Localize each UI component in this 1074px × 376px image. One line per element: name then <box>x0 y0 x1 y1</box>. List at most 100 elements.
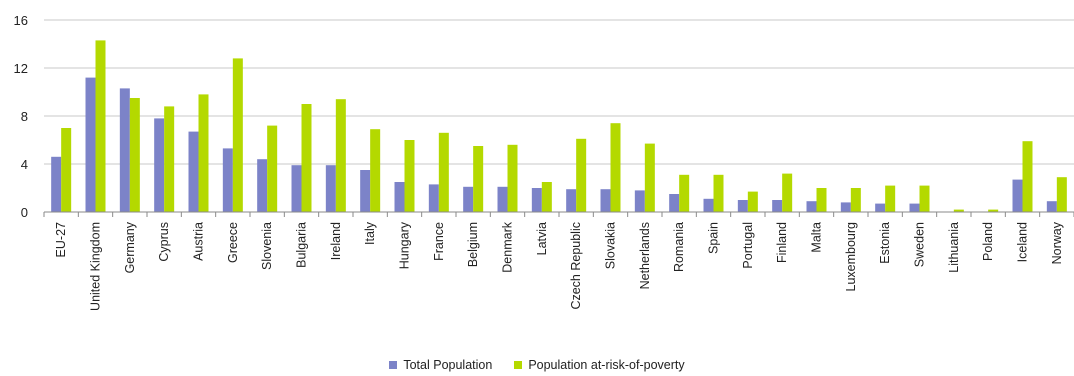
bar-total-population <box>634 190 645 212</box>
x-category-label: Belgium <box>466 222 480 267</box>
bar-at-risk-of-poverty <box>507 144 518 212</box>
x-category-label: Norway <box>1050 221 1064 264</box>
bar-total-population <box>1046 201 1057 212</box>
bar-total-population <box>257 159 268 212</box>
x-category-label: Finland <box>775 222 789 263</box>
bar-at-risk-of-poverty <box>404 140 415 212</box>
bar-at-risk-of-poverty <box>473 146 484 212</box>
x-category-label: Poland <box>981 222 995 261</box>
x-category-label: Italy <box>363 221 377 245</box>
bar-total-population <box>188 131 199 212</box>
bar-total-population <box>360 170 371 212</box>
bar-total-population <box>600 189 611 212</box>
bar-at-risk-of-poverty <box>782 173 793 212</box>
bar-at-risk-of-poverty <box>1056 177 1067 212</box>
x-category-label: Hungary <box>398 221 412 269</box>
legend-item-at-risk-of-poverty: Population at-risk-of-poverty <box>514 358 685 372</box>
legend-swatch-at-risk-of-poverty <box>514 361 523 369</box>
bar-total-population <box>463 186 474 212</box>
legend-swatch-total-population <box>389 361 398 369</box>
bar-total-population <box>154 118 165 212</box>
y-tick-label: 4 <box>21 157 28 172</box>
bar-total-population <box>806 201 817 212</box>
gridlines <box>44 19 1074 165</box>
x-category-label: Denmark <box>501 221 515 272</box>
bar-total-population <box>737 200 748 212</box>
x-category-label: Netherlands <box>638 222 652 289</box>
bar-at-risk-of-poverty <box>816 188 827 212</box>
bar-at-risk-of-poverty <box>644 143 655 212</box>
x-category-label: Latvia <box>535 222 549 255</box>
y-tick-label: 8 <box>21 109 28 124</box>
bar-total-population <box>325 165 336 212</box>
x-category-label: Germany <box>123 221 137 273</box>
bar-at-risk-of-poverty <box>953 209 964 212</box>
y-axis-ticks: 0 4 8 12 16 <box>14 13 28 220</box>
bar-total-population <box>119 88 130 212</box>
legend-label-at-risk-of-poverty: Population at-risk-of-poverty <box>528 358 685 372</box>
x-category-label: France <box>432 222 446 261</box>
bar-at-risk-of-poverty <box>232 58 243 213</box>
bar-at-risk-of-poverty <box>1022 141 1033 212</box>
bar-total-population <box>85 77 96 212</box>
bar-at-risk-of-poverty <box>164 106 175 212</box>
x-category-label: Romania <box>672 222 686 272</box>
bar-at-risk-of-poverty <box>95 40 106 213</box>
bar-total-population <box>531 188 542 212</box>
bar-total-population <box>669 194 680 212</box>
x-category-label: Spain <box>707 222 721 254</box>
x-category-label: Slovakia <box>604 222 618 269</box>
bar-at-risk-of-poverty <box>267 125 278 212</box>
bar-total-population <box>566 189 577 212</box>
x-category-label: Sweden <box>913 222 927 267</box>
bar-total-population <box>222 148 233 212</box>
bar-at-risk-of-poverty <box>576 138 587 212</box>
x-category-label: Estonia <box>878 222 892 264</box>
bars <box>51 40 1067 213</box>
bar-at-risk-of-poverty <box>335 99 346 212</box>
bar-at-risk-of-poverty <box>679 174 690 212</box>
bar-at-risk-of-poverty <box>988 209 999 212</box>
x-category-label: Ireland <box>329 222 343 260</box>
y-tick-label: 0 <box>21 205 28 220</box>
bar-at-risk-of-poverty <box>61 128 72 212</box>
bar-total-population <box>428 184 439 212</box>
x-category-label: Malta <box>810 222 824 253</box>
bar-at-risk-of-poverty <box>713 174 724 212</box>
x-category-label: EU-27 <box>54 222 68 257</box>
x-category-label: Slovenia <box>260 222 274 270</box>
bar-total-population <box>394 182 405 212</box>
bar-at-risk-of-poverty <box>438 132 449 212</box>
legend-item-total-population: Total Population <box>389 358 492 372</box>
x-category-label: Cyprus <box>157 222 171 262</box>
bar-total-population <box>909 203 920 212</box>
bar-at-risk-of-poverty <box>885 185 896 212</box>
bar-at-risk-of-poverty <box>129 98 140 212</box>
legend-label-total-population: Total Population <box>403 358 493 372</box>
bar-total-population <box>291 165 302 212</box>
bar-total-population <box>772 200 783 212</box>
legend: Total Population Population at-risk-of-p… <box>0 358 1074 372</box>
bar-at-risk-of-poverty <box>198 94 209 212</box>
x-category-label: Bulgaria <box>295 222 309 268</box>
x-category-label: Lithuania <box>947 222 961 273</box>
x-category-label: Austria <box>192 222 206 261</box>
bar-at-risk-of-poverty <box>541 182 552 212</box>
x-axis-labels: EU-27 United Kingdom Germany Cyprus Austria G… <box>54 221 1064 311</box>
bar-at-risk-of-poverty <box>850 188 861 212</box>
y-tick-label: 12 <box>14 61 28 76</box>
bar-at-risk-of-poverty <box>370 129 381 212</box>
x-category-label: Iceland <box>1016 222 1030 262</box>
bar-total-population <box>840 202 851 212</box>
x-category-label: Greece <box>226 222 240 263</box>
x-category-label: Portugal <box>741 222 755 269</box>
bar-total-population <box>1012 179 1023 212</box>
x-category-label: United Kingdom <box>89 222 103 311</box>
bar-at-risk-of-poverty <box>747 191 758 212</box>
x-axis <box>43 211 1074 217</box>
bar-at-risk-of-poverty <box>301 104 312 212</box>
bar-total-population <box>875 203 886 212</box>
bar-at-risk-of-poverty <box>919 185 930 212</box>
